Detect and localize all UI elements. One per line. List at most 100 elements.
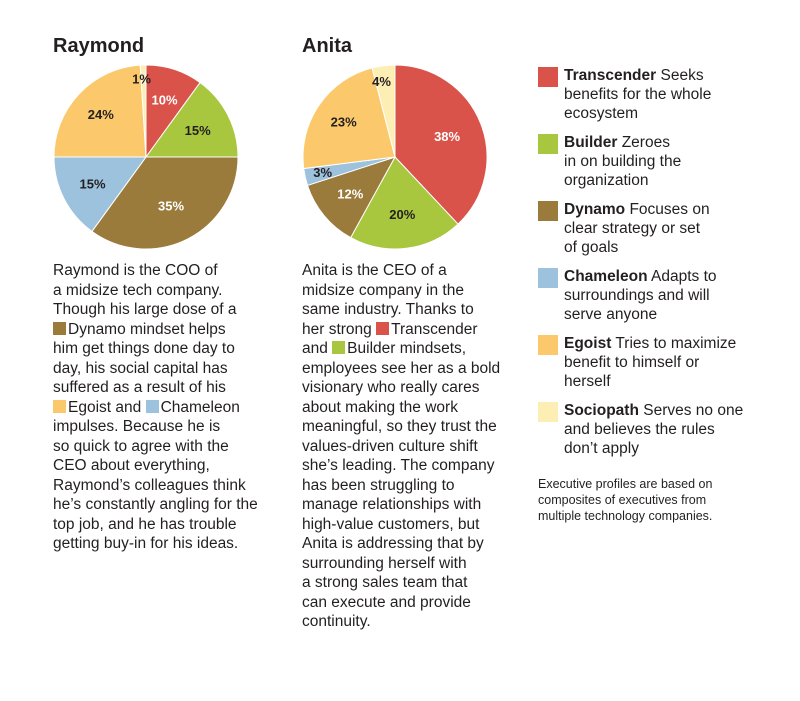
anita-text-line: can execute and provide — [302, 593, 500, 613]
raymond-slice-builder — [145, 81, 239, 158]
anita-label-transcender: 38% — [434, 129, 460, 144]
anita-label-builder: 20% — [389, 207, 415, 222]
anita-title: Anita — [302, 35, 352, 57]
legend-description: ecosystem — [564, 105, 639, 122]
raymond-label-chameleon: 15% — [79, 177, 105, 192]
anita-text-segment: has been struggling to — [302, 476, 455, 494]
anita-text-line: midsize company in the — [302, 281, 500, 301]
anita-text-segment: employees see her as a bold — [302, 359, 501, 377]
anita-text-line: has been struggling to — [302, 476, 500, 496]
anita-label-chameleon: 3% — [313, 165, 332, 180]
raymond-text-line: day, his social capital has — [53, 359, 258, 379]
legend-swatch-egoist — [538, 335, 558, 355]
anita-text-line: high-value customers, but — [302, 515, 500, 535]
raymond-text-segment: so quick to agree with the — [53, 437, 229, 455]
legend-term: Egoist — [564, 335, 612, 352]
footnote-line: composites of executives from — [538, 493, 707, 507]
legend-description: benefits for the whole — [564, 86, 712, 103]
anita-description: Anita is the CEO of a midsize company in … — [302, 261, 500, 632]
raymond-text-line: a midsize tech company. — [53, 281, 258, 301]
legend-description: Focuses on — [629, 201, 710, 218]
anita-text-line: surrounding herself with — [302, 554, 500, 574]
raymond-text-segment: getting buy-in for his ideas. — [53, 535, 239, 552]
raymond-text-segment: impulses. Because he is — [53, 418, 221, 435]
anita-pie-chart: 38% 20% 12% 3% 23% 4% — [302, 64, 488, 250]
anita-text-line: she’s leading. The company — [302, 456, 500, 476]
raymond-text-segment: Raymond is the COO of — [53, 262, 218, 279]
legend-swatch-transcender — [538, 67, 558, 87]
builder-swatch — [332, 341, 346, 354]
legend-line: ecosystem — [564, 104, 778, 123]
legend-description: don’t apply — [564, 440, 639, 457]
legend-description: Tries to maximize — [615, 335, 737, 352]
raymond-description: Raymond is the COO of a midsize tech comp… — [53, 261, 258, 554]
anita-text-line: same industry. Thanks to — [302, 300, 500, 320]
anita-text-segment: Anita is addressing that by — [302, 535, 484, 552]
legend-line: Builder Zeroes — [564, 133, 778, 152]
anita-column: Anita 38% 20% 12% 3% 23% 4% Anita is the CEO … — [302, 34, 524, 630]
anita-text-segment: values-driven culture shift — [302, 437, 478, 455]
raymond-text-segment: Raymond’s colleagues think — [53, 476, 246, 494]
legend-line: benefit to himself or — [564, 353, 778, 372]
raymond-label-builder: 15% — [185, 123, 211, 138]
legend-term: Builder — [564, 134, 618, 151]
legend-line: don’t apply — [564, 439, 778, 458]
legend-line: Sociopath Serves no one — [564, 401, 778, 420]
legend-line: clear strategy or set — [564, 219, 778, 238]
raymond-text-line: Dynamo mindset helps — [53, 320, 258, 340]
raymond-text-line: suffered as a result of his — [53, 378, 258, 398]
legend-line: organization — [564, 171, 778, 190]
anita-text-segment: a strong sales team that — [302, 574, 468, 591]
anita-text-segment: can execute and provide — [302, 593, 471, 611]
legend-line: Transcender Seeks — [564, 66, 778, 85]
raymond-slice-sociopath — [139, 64, 147, 158]
legend-swatch-chameleon — [538, 268, 558, 288]
legend-text: Chameleon Adapts to surroundings and will… — [564, 267, 778, 324]
legend-description: in on building the — [564, 153, 682, 170]
raymond-text-line: Raymond’s colleagues think — [53, 476, 258, 496]
anita-slice-builder — [350, 156, 459, 250]
anita-text-line: Anita is addressing that by — [302, 534, 500, 554]
legend-description: herself — [564, 373, 611, 390]
legend-item-sociopath: Sociopath Serves no one and believes the … — [538, 401, 778, 458]
legend-description: Adapts to — [651, 268, 717, 285]
anita-text-line: Anita is the CEO of a — [302, 261, 500, 281]
raymond-slice-dynamo — [91, 156, 239, 250]
anita-text-line: values-driven culture shift — [302, 437, 500, 457]
legend-description: and believes the rules — [564, 421, 715, 438]
anita-text-segment: she’s leading. The company — [302, 457, 495, 474]
legend-line: Egoist Tries to maximize — [564, 334, 778, 353]
raymond-text-line: Raymond is the COO of — [53, 261, 258, 281]
anita-text-segment: meaningful, so they trust the — [302, 418, 497, 435]
footnote: Executive profiles are based on composite… — [538, 476, 778, 524]
anita-text-line: and Builder mindsets, — [302, 339, 500, 359]
anita-text-segment: visionary who really cares — [302, 379, 480, 396]
transcender-swatch — [376, 321, 390, 335]
legend-line: surroundings and will — [564, 286, 778, 305]
anita-label-dynamo: 12% — [337, 187, 363, 202]
legend-text: Transcender Seeks benefits for the whole e… — [564, 66, 778, 123]
legend-line: herself — [564, 372, 778, 391]
legend-term: Dynamo — [564, 201, 626, 218]
anita-text-segment: Builder mindsets, — [347, 340, 467, 357]
legend-line: benefits for the whole — [564, 85, 778, 104]
raymond-text-line: impulses. Because he is — [53, 417, 258, 437]
mindset-legend: Transcender Seeks benefits for the whole e… — [538, 66, 778, 468]
raymond-pie-chart: 10% 15% 35% 15% 24% 1% — [53, 64, 239, 250]
raymond-text-line: him get things done day to — [53, 339, 258, 359]
legend-term: Transcender — [564, 67, 657, 84]
raymond-text-segment: a midsize tech company. — [53, 281, 223, 299]
anita-text-segment: and — [302, 340, 333, 357]
anita-text-segment: high-value customers, but — [302, 515, 480, 533]
legend-line: and believes the rules — [564, 420, 778, 439]
raymond-text-segment: Egoist and — [68, 398, 146, 416]
raymond-text-line: he’s constantly angling for the — [53, 495, 258, 515]
anita-slice-dynamo — [306, 156, 397, 239]
anita-text-line: continuity. — [302, 612, 500, 632]
raymond-text-segment: Though his large dose of a — [53, 301, 237, 318]
chameleon-swatch — [145, 399, 159, 413]
legend-line: of goals — [564, 238, 778, 257]
anita-slice-sociopath — [371, 64, 396, 158]
anita-text-segment: midsize company in the — [302, 281, 464, 299]
anita-text-line: her strong Transcender — [302, 320, 500, 340]
